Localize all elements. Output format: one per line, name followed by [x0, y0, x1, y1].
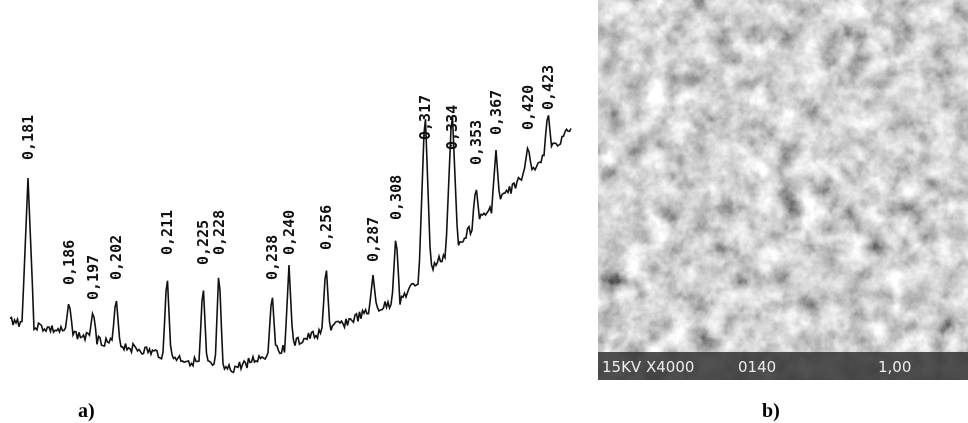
peak-label: 0,334: [443, 105, 461, 150]
peak-label: 0,238: [263, 235, 281, 280]
peak-label: 0,287: [364, 217, 382, 262]
peak-label: 0,202: [107, 235, 125, 280]
peak-label: 0,367: [487, 90, 505, 135]
peak-label: 0,423: [539, 65, 557, 110]
sem-texture: [598, 0, 968, 380]
panel-label: a): [78, 400, 95, 422]
peak-label: 0,211: [158, 210, 176, 255]
peak-label: 0,240: [280, 210, 298, 255]
sem-info: 15KV X4000: [602, 358, 694, 376]
peak-label: 0,317: [416, 95, 434, 140]
micrograph: 15KV X4000 0140 1,00: [598, 0, 968, 380]
peak-label: 0,186: [60, 240, 78, 285]
panel-label: b): [762, 400, 780, 422]
peak-label: 0,197: [84, 255, 102, 300]
peak-label: 0,225: [194, 220, 212, 265]
peak-label: 0,181: [19, 115, 37, 160]
sem-info-bar: [598, 352, 968, 380]
peak-label: 0,256: [317, 205, 335, 250]
peak-label: 0,353: [467, 120, 485, 165]
diffraction-trace: [9, 115, 572, 374]
peak-label: 0,420: [519, 85, 537, 130]
peak-label: 0,228: [210, 210, 228, 255]
sem-info: 1,00: [878, 358, 911, 376]
peak-label: 0,308: [387, 175, 405, 220]
sem-info: 0140: [738, 358, 776, 376]
